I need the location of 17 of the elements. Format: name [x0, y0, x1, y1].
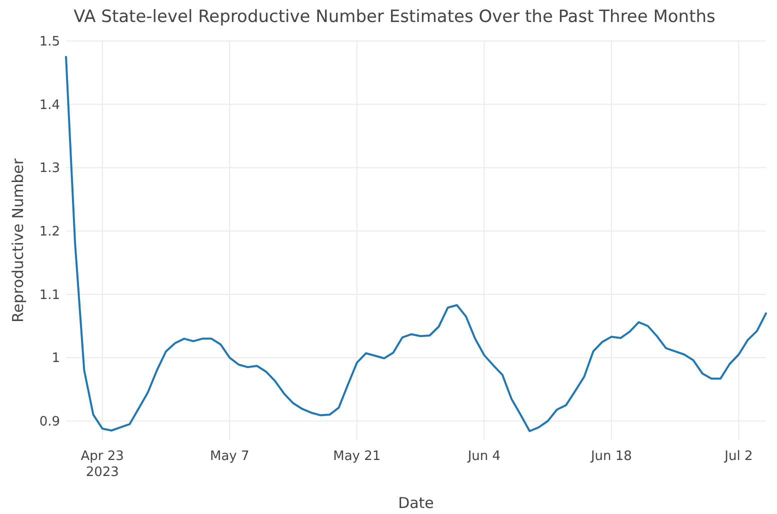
y-tick-label: 1.3: [39, 161, 60, 176]
chart-title: VA State-level Reproductive Number Estimates Over the Past Three Months: [74, 7, 716, 27]
y-tick-label: 0.9: [39, 414, 60, 430]
line-series: [65, 56, 767, 432]
y-tick-label: 1.4: [39, 98, 60, 113]
x-tick-label: Jul 2: [724, 449, 753, 464]
y-tick-label: 1.2: [39, 224, 60, 240]
y-axis-title: Reproductive Number: [9, 158, 27, 322]
x-axis-title: Date: [398, 494, 434, 512]
y-tick-label: 1.5: [39, 34, 60, 50]
y-tick-label: 1: [52, 351, 60, 366]
x-tick-label: May 21: [333, 449, 381, 464]
x-tick-label: Apr 23 2023: [80, 449, 124, 480]
x-tick-label: Jun 18: [590, 449, 632, 464]
x-tick-label: Jun 4: [466, 449, 501, 464]
x-tick-label: May 7: [210, 449, 250, 464]
y-tick-label: 1.1: [39, 288, 60, 303]
